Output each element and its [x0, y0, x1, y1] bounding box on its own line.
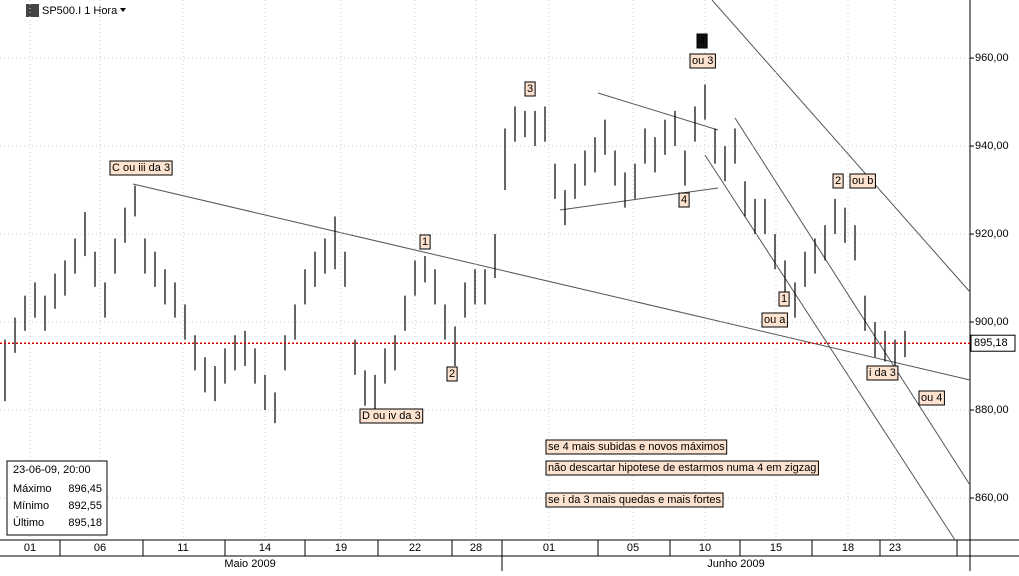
annotation: C ou iii da 3: [112, 162, 170, 174]
annotation-box: [761, 312, 788, 328]
x-tick-label: 19: [335, 542, 347, 554]
annotation: ou a: [764, 314, 786, 326]
annotation-box: [419, 234, 431, 250]
x-tick-label: 01: [24, 542, 36, 554]
annotation: 3: [527, 83, 533, 95]
y-tick-label: 940,00: [975, 140, 1009, 152]
trendline: [132, 183, 971, 381]
trendline: [734, 117, 971, 486]
annotation-box: [359, 408, 424, 424]
dropdown-arrow[interactable]: [120, 8, 126, 12]
annotation: ou b: [852, 175, 873, 187]
annotation: se i da 3 mais quedas e mais fortes: [548, 494, 722, 506]
annotation-box: [689, 53, 716, 69]
annotation-box: [849, 173, 876, 189]
annotation-box: [109, 160, 173, 176]
annotation-box: [545, 439, 728, 455]
info-label: Último: [13, 516, 44, 529]
last-price-label: 895,18: [974, 337, 1008, 349]
annotation-box: [866, 365, 899, 381]
x-tick-label: 11: [177, 542, 188, 554]
trendline: [704, 154, 956, 541]
info-date: 23-06-09, 20:00: [13, 464, 91, 476]
annotation-box: [545, 492, 724, 508]
annotation: ou 4: [921, 392, 942, 404]
info-label: Máximo: [13, 483, 52, 495]
annotation: 4: [699, 35, 705, 47]
info-value: 895,18: [68, 517, 102, 529]
symbol-icon: [26, 4, 39, 17]
annotation-box: [524, 81, 536, 97]
annotation-box: [545, 460, 819, 476]
y-tick-label: 900,00: [975, 316, 1009, 328]
chart-title[interactable]: SP500.I 1 Hora: [42, 5, 118, 17]
annotation: 1: [422, 236, 428, 248]
y-tick-label: 960,00: [975, 52, 1009, 64]
annotation-box: [832, 173, 844, 189]
x-tick-label: 23: [889, 542, 901, 554]
x-tick-label: 05: [627, 542, 639, 554]
annotation: 1: [781, 293, 787, 305]
y-tick-label: 920,00: [975, 228, 1009, 240]
annotation: se 4 mais subidas e novos máximos: [548, 441, 725, 453]
annotation-box: [678, 192, 690, 208]
annotation: ou 3: [692, 55, 713, 67]
x-tick-label: 06: [94, 542, 106, 554]
info-value: 896,45: [68, 483, 102, 495]
x-tick-label: 01: [543, 542, 555, 554]
x-tick-label: 18: [842, 542, 854, 554]
info-box: [6, 460, 108, 536]
x-tick-label: 22: [409, 542, 421, 554]
last-price-box: [970, 334, 1016, 352]
annotation-box: [918, 390, 945, 406]
annotation-box: [778, 291, 790, 307]
annotation: i da 3: [869, 367, 896, 379]
x-tick-label: 28: [470, 542, 482, 554]
trendline: [597, 92, 719, 131]
annotation: D ou iv da 3: [362, 410, 421, 422]
month-label: Junho 2009: [707, 558, 765, 570]
info-value: 892,55: [68, 500, 102, 512]
y-tick-label: 860,00: [975, 492, 1009, 504]
annotation: não descartar hipotese de estarmos numa …: [548, 462, 816, 474]
month-label: Maio 2009: [224, 558, 275, 570]
annotation: 2: [835, 175, 841, 187]
trendline: [559, 187, 719, 211]
annotation: 2: [449, 368, 455, 380]
x-tick-label: 10: [699, 542, 711, 554]
info-label: Mínimo: [13, 500, 49, 512]
x-tick-label: 15: [770, 542, 782, 554]
annotation-box: [696, 33, 708, 49]
y-tick-label: 880,00: [975, 404, 1009, 416]
x-tick-label: 14: [259, 542, 271, 554]
annotation: 4: [681, 194, 687, 206]
annotation-box: [446, 366, 458, 382]
